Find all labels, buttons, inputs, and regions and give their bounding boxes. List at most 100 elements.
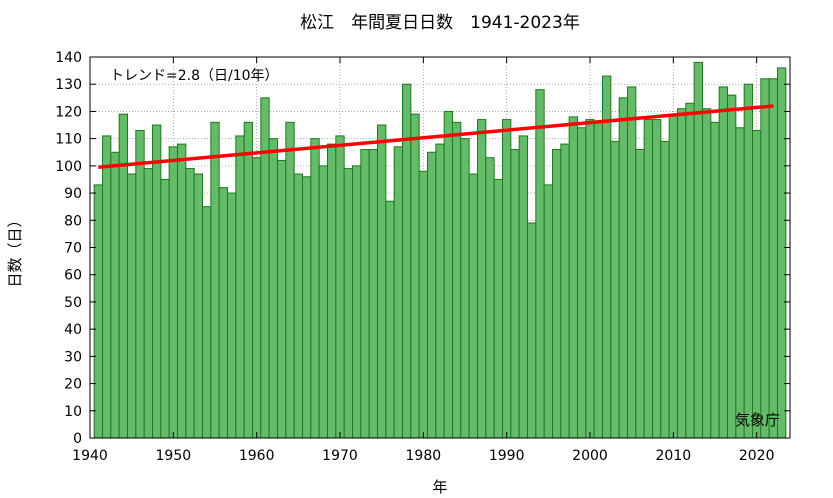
- y-tick-label: 40: [64, 322, 82, 338]
- bar-2017: [727, 94, 737, 439]
- bar-1960: [252, 157, 262, 439]
- bar-2007: [643, 119, 654, 439]
- bar-2001: [593, 121, 604, 439]
- bar-1972: [352, 165, 362, 439]
- trend-line-group: [98, 104, 774, 169]
- bar-1980: [418, 170, 428, 439]
- bar-1987: [477, 119, 487, 439]
- bar-1967: [310, 138, 320, 439]
- bar-1952: [185, 168, 195, 439]
- bar-2016: [718, 86, 729, 439]
- bar-1954: [202, 206, 212, 439]
- bar-1958: [235, 135, 245, 439]
- bar-1942: [102, 135, 112, 439]
- bar-1971: [343, 168, 353, 439]
- bar-1955: [210, 121, 220, 439]
- bar-2013: [693, 61, 704, 439]
- bar-1975: [377, 124, 387, 439]
- bar-1982: [435, 143, 445, 439]
- x-tick-label: 2020: [739, 448, 775, 464]
- bar-1968: [318, 165, 328, 439]
- bar-1953: [193, 173, 204, 439]
- x-axis: 1940 1950 1960 1970 1980 1990 2000 2010 2020: [72, 57, 774, 464]
- x-tick-label: 2000: [572, 448, 608, 464]
- bar-2000: [585, 119, 595, 439]
- bar-2009: [660, 140, 670, 439]
- bar-1970: [335, 135, 345, 439]
- bar-1966: [302, 176, 312, 439]
- y-tick-label: 120: [55, 104, 82, 120]
- y-tick-label: 110: [55, 132, 82, 148]
- bar-2019: [743, 83, 754, 439]
- y-tick-label: 130: [55, 77, 82, 93]
- bar-2011: [677, 108, 687, 439]
- bar-1945: [127, 173, 137, 439]
- bar-2008: [652, 119, 662, 439]
- y-tick-label: 60: [64, 268, 82, 284]
- y-tick-label: 100: [55, 159, 82, 175]
- x-tick-label: 1970: [322, 448, 358, 464]
- bar-2014: [702, 108, 712, 439]
- y-tick-label: 140: [55, 50, 82, 66]
- bar-1988: [485, 157, 495, 439]
- bar-1973: [360, 149, 370, 439]
- bar-1949: [160, 178, 170, 439]
- bar-1957: [227, 192, 237, 439]
- credit-label: 気象庁: [735, 411, 780, 429]
- bar-1985: [460, 138, 470, 439]
- bar-1989: [493, 178, 503, 439]
- x-tick-label: 1990: [489, 448, 525, 464]
- bar-1977: [393, 146, 403, 439]
- bar-1998: [568, 116, 579, 439]
- y-tick-label: 10: [64, 404, 82, 420]
- bar-1984: [452, 121, 462, 439]
- bar-1962: [268, 138, 278, 439]
- bar-1951: [177, 143, 187, 439]
- bar-2003: [610, 140, 620, 439]
- y-axis: 0 10 20 30 40 50 60 70 80 90 100 110 120 130 140: [55, 50, 790, 447]
- bar-1946: [135, 129, 145, 439]
- bar-1943: [110, 151, 120, 439]
- bar-1976: [385, 200, 395, 439]
- bar-2021: [760, 78, 770, 439]
- y-tick-label: 30: [64, 349, 82, 365]
- bar-1956: [218, 187, 229, 439]
- bar-2020: [752, 129, 762, 439]
- y-tick-label: 80: [64, 213, 82, 229]
- trend-line: [98, 104, 774, 169]
- bar-2006: [635, 149, 645, 439]
- bar-1963: [277, 159, 287, 439]
- bar-1950: [168, 146, 179, 439]
- bar-1996: [552, 149, 562, 439]
- bar-1995: [543, 184, 554, 439]
- bar-1965: [293, 173, 303, 439]
- x-tick-label: 1950: [156, 448, 192, 464]
- x-tick-label: 1980: [406, 448, 442, 464]
- trend-annotation: トレンド=2.8（日/10年）: [110, 68, 279, 84]
- bar-2012: [685, 102, 695, 439]
- bar-1997: [560, 143, 570, 439]
- bar-1990: [502, 119, 512, 439]
- y-tick-label: 50: [64, 295, 82, 311]
- bar-1992: [518, 135, 529, 439]
- bar-2018: [735, 127, 745, 439]
- bar-1941: [93, 184, 103, 439]
- x-tick-label: 2010: [656, 448, 692, 464]
- y-axis-label: 日数（日）: [6, 212, 24, 287]
- bar-1964: [285, 121, 295, 439]
- bar-1993: [527, 222, 537, 439]
- bar-2002: [602, 75, 612, 439]
- chart-title: 松江 年間夏日日数 1941-2023年: [300, 13, 580, 33]
- x-tick-label: 1940: [72, 448, 108, 464]
- bar-1994: [535, 89, 545, 439]
- bar-1974: [368, 149, 378, 439]
- bars: [93, 61, 787, 439]
- y-tick-label: 20: [64, 377, 82, 393]
- bar-1979: [410, 113, 420, 439]
- bar-2015: [710, 121, 720, 439]
- bar-2005: [627, 86, 637, 439]
- x-tick-label: 1960: [239, 448, 275, 464]
- bar-1999: [577, 127, 587, 439]
- bar-1986: [468, 173, 478, 439]
